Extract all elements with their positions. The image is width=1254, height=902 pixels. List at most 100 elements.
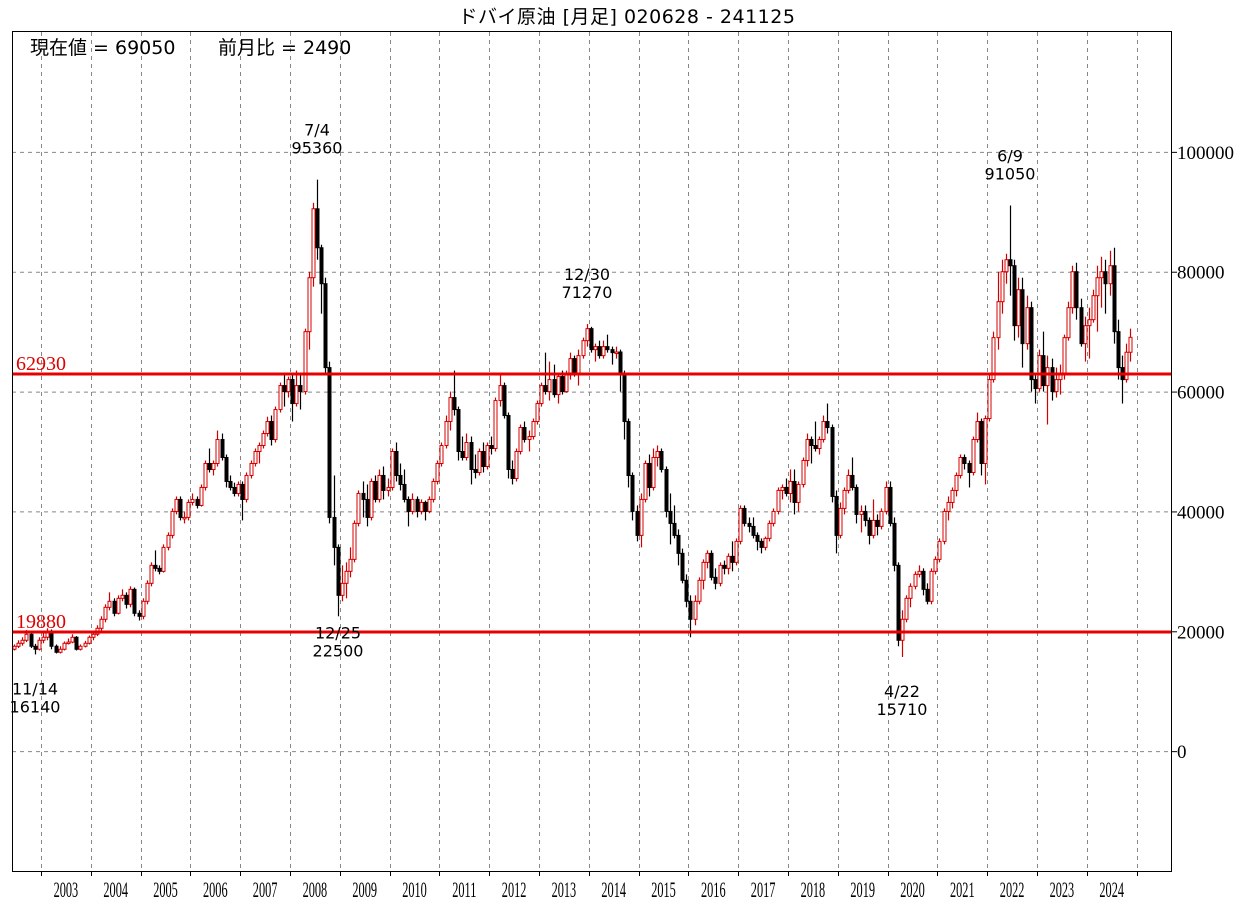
- candle-body: [373, 480, 378, 500]
- candle: [514, 448, 519, 482]
- candle-body: [618, 351, 623, 375]
- candle-body: [506, 415, 511, 470]
- candle: [1000, 259, 1005, 314]
- candle: [1041, 331, 1046, 392]
- candle: [145, 580, 150, 605]
- candle: [257, 442, 262, 464]
- candle: [344, 562, 349, 599]
- x-tick-label: 2010: [402, 877, 427, 902]
- candle-body: [215, 439, 220, 464]
- candle: [489, 436, 494, 455]
- candle: [473, 454, 478, 479]
- candle-body: [1050, 367, 1055, 393]
- candle-body: [460, 451, 465, 458]
- candle-body: [933, 558, 938, 572]
- candle-body: [904, 597, 909, 620]
- candle: [1074, 262, 1079, 320]
- candle-body: [680, 552, 685, 581]
- candle-body: [37, 639, 42, 650]
- candle-body: [78, 645, 83, 650]
- candle: [622, 370, 627, 440]
- candle-body: [431, 480, 436, 500]
- candle: [178, 496, 183, 521]
- candle: [593, 343, 598, 362]
- x-tick-group: 2016: [701, 877, 726, 902]
- candle: [161, 544, 166, 573]
- candle: [448, 391, 453, 431]
- candle-body: [1124, 351, 1129, 381]
- candle-body: [394, 451, 399, 476]
- candle-body: [875, 519, 880, 527]
- x-tick-group: 2004: [103, 877, 128, 902]
- candle: [232, 482, 237, 497]
- candle: [469, 436, 474, 485]
- candle-body: [871, 519, 876, 536]
- candle: [539, 382, 544, 407]
- candle: [481, 442, 486, 473]
- candle: [547, 361, 552, 401]
- annotation-value: 95360: [292, 139, 343, 158]
- candle-body: [805, 439, 810, 461]
- candle: [904, 595, 909, 623]
- candle: [294, 370, 299, 407]
- candle: [1029, 301, 1034, 392]
- candle-body: [655, 451, 660, 458]
- candle: [825, 403, 830, 434]
- y-tick-label: 100000: [1177, 143, 1234, 164]
- candle: [871, 499, 876, 539]
- candle-body: [261, 433, 266, 447]
- candle: [597, 340, 602, 359]
- candle: [1045, 355, 1050, 425]
- annotation-date: 12/25: [315, 623, 361, 642]
- candle-body: [190, 498, 195, 503]
- x-tick-label: 2004: [103, 877, 128, 902]
- candle-body: [249, 462, 254, 476]
- candle-body: [423, 501, 428, 512]
- candle-body: [303, 331, 308, 393]
- candle-body: [975, 421, 980, 441]
- candle: [228, 475, 233, 491]
- candle: [315, 179, 320, 260]
- candle: [701, 559, 706, 590]
- candle: [373, 475, 378, 503]
- x-tick-group: 2015: [651, 877, 676, 902]
- candle-body: [709, 552, 714, 578]
- candle-body: [908, 585, 913, 599]
- candle-body: [203, 462, 208, 488]
- candle: [340, 565, 345, 602]
- candle-body: [211, 462, 216, 470]
- candle-body: [1062, 337, 1067, 375]
- x-tick-group: 2024: [1099, 877, 1124, 902]
- candle: [132, 587, 137, 617]
- candle-body: [224, 456, 229, 482]
- candle: [66, 638, 71, 645]
- candle: [195, 496, 200, 509]
- candle-body: [527, 436, 532, 441]
- candle: [1099, 256, 1104, 308]
- candle: [705, 550, 710, 569]
- candle-body: [1099, 271, 1104, 279]
- candle-body: [672, 522, 677, 536]
- candle-body: [41, 636, 46, 641]
- candle-body: [1128, 336, 1133, 353]
- candle: [879, 508, 884, 530]
- candle: [846, 469, 851, 494]
- candle: [610, 346, 615, 365]
- candle: [780, 484, 785, 500]
- candle: [975, 412, 980, 443]
- candle-body: [1054, 379, 1059, 393]
- candle-body: [568, 358, 573, 375]
- candle-body: [269, 421, 274, 441]
- candle: [639, 493, 644, 548]
- candle-body: [232, 486, 237, 494]
- candle: [253, 448, 258, 467]
- candle: [273, 406, 278, 443]
- candle-body: [1008, 259, 1013, 267]
- candle-body: [406, 498, 411, 512]
- candle-body: [1116, 331, 1121, 369]
- candle-body: [767, 522, 772, 539]
- candle: [323, 277, 328, 374]
- candle: [834, 490, 839, 554]
- candle-body: [817, 439, 822, 450]
- candle: [601, 340, 606, 359]
